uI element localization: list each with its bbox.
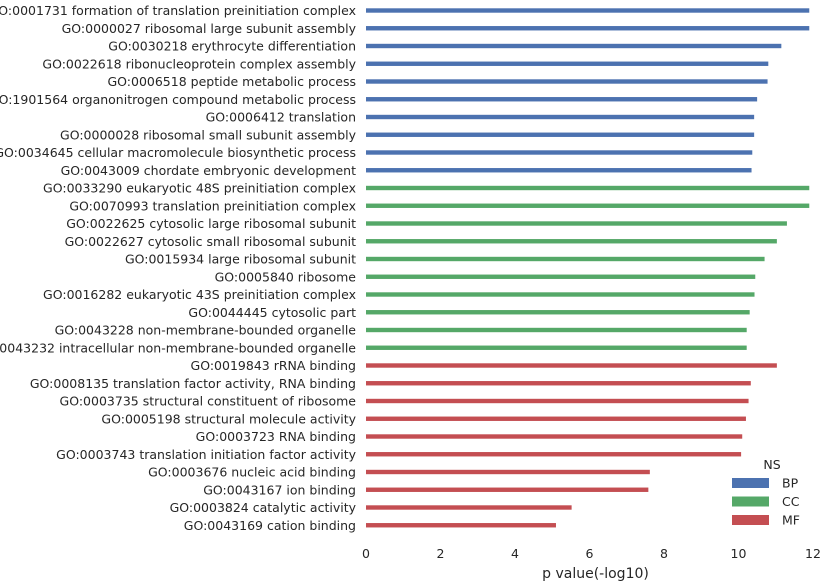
x-tick-label: 2 xyxy=(437,546,445,561)
category-label: GO:0043169 cation binding xyxy=(184,518,356,533)
legend-swatch-mf xyxy=(732,515,769,525)
category-label: GO:0008135 translation factor activity, … xyxy=(30,376,356,391)
x-tick-label: 10 xyxy=(731,546,747,561)
category-label: GO:0016282 eukaryotic 43S preinitiation … xyxy=(43,287,356,302)
category-label: GO:0030218 erythrocyte differentiation xyxy=(108,39,356,54)
bar-cc xyxy=(366,203,810,208)
bar-cc xyxy=(366,256,765,262)
bar-cc xyxy=(366,310,750,315)
category-label: GO:0005840 ribosome xyxy=(215,269,357,284)
legend-label-bp: BP xyxy=(782,476,799,491)
bar-mf xyxy=(366,381,751,386)
bar-bp xyxy=(366,114,755,120)
x-axis: 0 2 4 6 8 10 12 xyxy=(362,546,821,561)
bar-cc xyxy=(366,185,810,191)
category-label: GO:0043228 non-membrane-bounded organell… xyxy=(55,323,357,338)
category-label: GO:0033290 eukaryotic 48S preinitiation … xyxy=(43,181,356,196)
bar-bp xyxy=(366,26,810,31)
bar-cc xyxy=(366,292,755,297)
category-label: GO:1901564 organonitrogen compound metab… xyxy=(0,92,356,107)
bar-mf xyxy=(366,363,777,368)
bar-bp xyxy=(366,168,752,173)
bar-bp xyxy=(366,43,782,49)
category-label: GO:0022627 cytosolic small ribosomal sub… xyxy=(65,234,357,249)
category-label: GO:0003676 nucleic acid binding xyxy=(148,465,356,480)
category-label: GO:0015934 large ribosomal subunit xyxy=(125,252,356,267)
category-label: GO:0043232 intracellular non-membrane-bo… xyxy=(0,340,356,355)
category-label: GO:0000027 ribosomal large subunit assem… xyxy=(62,21,357,36)
bar-cc xyxy=(366,327,747,333)
x-tick-label: 0 xyxy=(362,546,370,561)
bar-mf xyxy=(366,398,749,404)
category-label: GO:0005198 structural molecule activity xyxy=(101,411,356,426)
category-labels: GO:0001731 formation of translation prei… xyxy=(0,3,357,533)
bar-mf xyxy=(366,434,743,439)
category-label: GO:0001731 formation of translation prei… xyxy=(0,3,356,18)
category-label: GO:0003735 structural constituent of rib… xyxy=(60,394,357,409)
category-label: GO:0070993 translation preinitiation com… xyxy=(69,198,356,213)
category-label: GO:0003723 RNA binding xyxy=(196,429,356,444)
category-label: GO:0006412 translation xyxy=(206,110,356,125)
bar-bp xyxy=(366,150,753,155)
category-label: GO:0003824 catalytic activity xyxy=(170,500,357,515)
category-label: GO:0043167 ion binding xyxy=(203,482,356,497)
bar-mf xyxy=(366,452,742,457)
legend-swatch-cc xyxy=(732,496,769,507)
legend-label-cc: CC xyxy=(782,494,800,509)
x-tick-label: 6 xyxy=(586,546,594,561)
bar-bp xyxy=(366,61,769,66)
category-label: GO:0022625 cytosolic large ribosomal sub… xyxy=(66,216,356,231)
category-label: GO:0044445 cytosolic part xyxy=(188,305,356,320)
x-tick-label: 4 xyxy=(511,546,519,561)
bar-mf xyxy=(366,505,572,510)
category-label: GO:0003743 translation initiation factor… xyxy=(56,447,356,462)
bar-bp xyxy=(366,132,755,137)
category-label: GO:0019843 rRNA binding xyxy=(191,358,356,373)
bar-bp xyxy=(366,8,810,13)
legend-swatch-bp xyxy=(732,478,769,488)
x-axis-label: p value(-log10) xyxy=(542,566,649,582)
category-label: GO:0034645 cellular macromolecule biosyn… xyxy=(0,145,356,160)
bar-mf xyxy=(366,416,746,421)
category-label: GO:0006518 peptide metabolic process xyxy=(107,74,356,89)
bars-layer xyxy=(366,8,810,528)
bar-bp xyxy=(366,97,758,102)
bar-mf xyxy=(366,469,650,475)
bar-cc xyxy=(366,239,777,244)
category-label: GO:0000028 ribosomal small subunit assem… xyxy=(60,127,357,142)
legend-title: NS xyxy=(763,457,780,472)
x-tick-label: 8 xyxy=(660,546,668,561)
bar-cc xyxy=(366,274,756,279)
bar-bp xyxy=(366,79,768,84)
bar-cc xyxy=(366,345,747,350)
legend-label-mf: MF xyxy=(782,513,800,528)
category-label: GO:0043009 chordate embryonic developmen… xyxy=(61,163,356,178)
bar-mf xyxy=(366,523,556,528)
bar-cc xyxy=(366,221,787,226)
x-tick-label: 12 xyxy=(805,546,821,561)
bar-mf xyxy=(366,487,649,492)
category-label: GO:0022618 ribonucleoprotein complex ass… xyxy=(42,56,356,71)
